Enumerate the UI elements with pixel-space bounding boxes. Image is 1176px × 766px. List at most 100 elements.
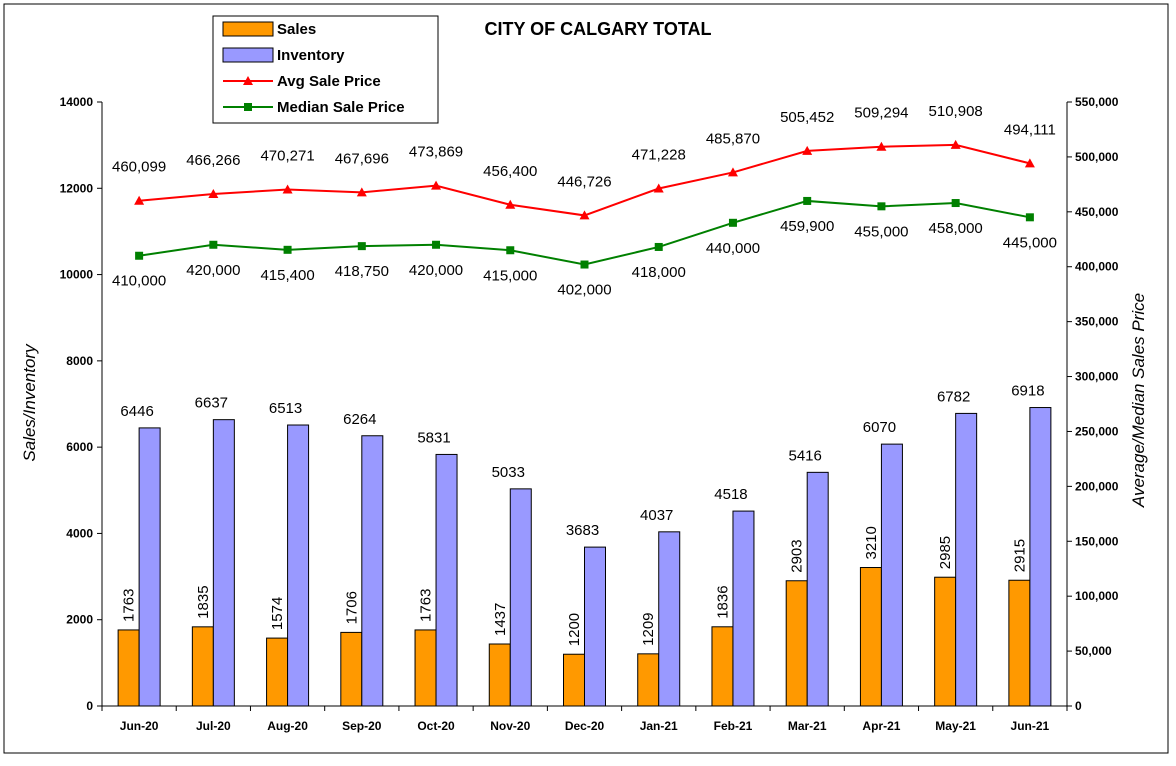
median-price-marker xyxy=(654,242,663,251)
inventory-bar xyxy=(584,546,606,707)
x-tick-label: Mar-21 xyxy=(788,719,827,733)
median-price-label: 418,000 xyxy=(632,264,686,281)
inventory-bar xyxy=(138,427,161,707)
x-tick-label: Jan-21 xyxy=(640,719,678,733)
x-tick-label: Jul-20 xyxy=(196,719,231,733)
x-tick-label: Jun-20 xyxy=(120,719,159,733)
sales-bar-label: 1763 xyxy=(418,589,435,622)
inventory-bar-label: 6264 xyxy=(343,411,376,428)
avg-price-marker xyxy=(876,141,887,151)
median-price-label: 420,000 xyxy=(409,262,463,279)
median-price-marker xyxy=(357,242,366,251)
inventory-bar xyxy=(435,453,458,707)
median-price-marker xyxy=(951,199,960,208)
inventory-bar xyxy=(880,443,903,707)
inventory-bar-label: 5416 xyxy=(789,447,822,464)
inventory-bar xyxy=(732,510,755,707)
avg-price-label: 446,726 xyxy=(557,173,611,190)
y-tick-label: 10000 xyxy=(60,268,94,282)
inventory-bar xyxy=(287,424,310,707)
inventory-bar xyxy=(212,419,235,707)
chart-title: CITY OF CALGARY TOTAL xyxy=(484,19,711,39)
legend-median-price-marker xyxy=(244,103,252,111)
sales-bar xyxy=(859,567,882,707)
sales-bar-label: 1706 xyxy=(343,591,360,624)
avg-price-marker xyxy=(356,187,367,197)
median-price-marker xyxy=(803,196,812,205)
inventory-bar-label: 6446 xyxy=(120,403,153,420)
median-price-label: 445,000 xyxy=(1003,234,1057,251)
median-price-label: 459,900 xyxy=(780,218,834,235)
legend-inventory-label: Inventory xyxy=(277,47,345,64)
avg-price-marker xyxy=(653,183,664,193)
avg-price-marker xyxy=(134,195,145,205)
avg-price-marker xyxy=(727,167,738,177)
avg-price-label: 509,294 xyxy=(854,105,908,122)
median-price-marker xyxy=(432,240,441,249)
avg-price-marker xyxy=(431,180,442,190)
y2-tick-label: 550,000 xyxy=(1075,95,1119,109)
sales-bar-label: 1835 xyxy=(195,585,212,618)
median-price-label: 458,000 xyxy=(929,220,983,237)
legend-avg-price-label: Avg Sale Price xyxy=(277,73,381,90)
avg-price-label: 510,908 xyxy=(929,103,983,120)
sales-bar xyxy=(711,626,734,707)
median-price-marker xyxy=(506,246,515,255)
sales-bar xyxy=(414,629,437,707)
y2-tick-label: 400,000 xyxy=(1075,260,1119,274)
sales-bar xyxy=(488,643,511,707)
y2-tick-label: 200,000 xyxy=(1075,479,1119,493)
inventory-bar-label: 6513 xyxy=(269,400,302,417)
avg-price-marker xyxy=(1024,158,1035,168)
median-price-label: 415,000 xyxy=(483,267,537,284)
y2-tick-label: 150,000 xyxy=(1075,534,1119,548)
sales-bar xyxy=(1008,579,1031,707)
sales-bar xyxy=(563,653,585,707)
avg-price-label: 485,870 xyxy=(706,130,760,147)
y2-tick-label: 300,000 xyxy=(1075,370,1119,384)
x-tick-label: May-21 xyxy=(935,719,976,733)
median-price-label: 402,000 xyxy=(557,282,611,299)
inventory-bar-label: 3683 xyxy=(566,522,599,539)
sales-bar-label: 1200 xyxy=(566,613,583,646)
sales-bar xyxy=(191,626,214,707)
legend-inventory-swatch xyxy=(222,47,274,63)
y-tick-label: 8000 xyxy=(66,354,93,368)
avg-price-label: 466,266 xyxy=(186,152,240,169)
sales-bar-label: 1763 xyxy=(121,589,138,622)
y-tick-label: 4000 xyxy=(66,526,93,540)
y2-tick-label: 350,000 xyxy=(1075,315,1119,329)
y-tick-label: 12000 xyxy=(60,181,94,195)
sales-bar xyxy=(340,631,363,707)
sales-bar-label: 1574 xyxy=(269,597,286,630)
sales-bar xyxy=(637,653,660,707)
median-price-marker xyxy=(580,260,589,269)
sales-bar-label: 1836 xyxy=(714,585,731,618)
inventory-bar-label: 5831 xyxy=(417,429,450,446)
avg-price-marker xyxy=(579,210,590,220)
avg-price-marker xyxy=(208,188,219,198)
sales-bar xyxy=(266,637,289,707)
x-tick-label: Apr-21 xyxy=(862,719,900,733)
y-tick-label: 6000 xyxy=(66,440,93,454)
median-price-label: 410,000 xyxy=(112,273,166,290)
sales-bar-label: 2915 xyxy=(1011,539,1028,572)
avg-price-label: 494,111 xyxy=(1004,121,1056,138)
inventory-bar-label: 4037 xyxy=(640,507,673,524)
y2-tick-label: 0 xyxy=(1075,699,1082,713)
median-price-marker xyxy=(728,218,737,227)
avg-price-label: 470,271 xyxy=(260,148,314,165)
median-price-marker xyxy=(283,245,292,254)
x-tick-label: Dec-20 xyxy=(565,719,605,733)
legend-sales-swatch xyxy=(222,21,274,37)
median-price-label: 420,000 xyxy=(186,262,240,279)
avg-price-marker xyxy=(802,145,813,155)
y-tick-label: 2000 xyxy=(66,613,93,627)
y2-tick-label: 100,000 xyxy=(1075,589,1119,603)
sales-bar xyxy=(117,629,140,707)
inventory-bar xyxy=(1029,407,1052,707)
x-tick-label: Oct-20 xyxy=(417,719,455,733)
y2-tick-label: 50,000 xyxy=(1075,644,1112,658)
avg-price-label: 471,228 xyxy=(632,147,686,164)
